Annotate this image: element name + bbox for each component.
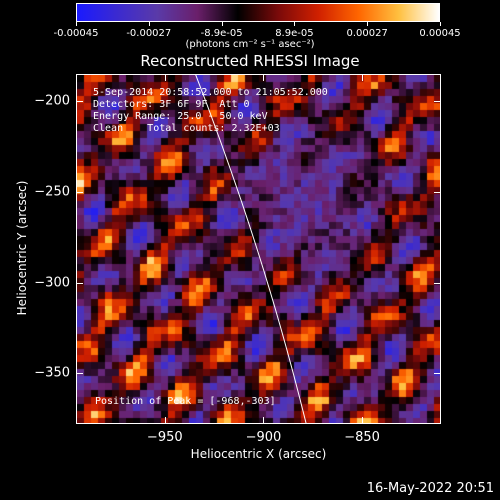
x-axis-tick xyxy=(164,417,166,424)
y-tick-label: −200 xyxy=(34,93,70,109)
limb-curve xyxy=(195,75,307,423)
colorbar-tick-label: 0.00045 xyxy=(419,28,461,39)
colorbar-tick-label: 8.9e-05 xyxy=(275,28,314,39)
y-axis-tick xyxy=(76,101,83,103)
y-axis-tick xyxy=(434,101,441,103)
colorbar-tick xyxy=(367,22,369,26)
plot-title: Reconstructed RHESSI Image xyxy=(140,52,360,70)
info-line-energy: Energy Range: 25.0 - 50.0 keV xyxy=(93,111,268,122)
x-axis-tick xyxy=(362,74,364,81)
colorbar-tick-label: -8.9e-05 xyxy=(200,28,243,39)
colorbar-tick-label: -0.00045 xyxy=(53,28,99,39)
y-tick-label: −300 xyxy=(34,275,70,291)
colorbar-tick xyxy=(294,22,296,26)
x-axis-tick xyxy=(164,74,166,81)
heatmap-image xyxy=(77,75,440,423)
x-axis-tick xyxy=(362,417,364,424)
colorbar-tick xyxy=(221,22,223,26)
colorbar-tick-label: -0.00027 xyxy=(126,28,172,39)
heatmap-plot: 5-Sep-2014 20:58:52.000 to 21:05:52.000 … xyxy=(76,74,441,424)
y-axis-label: Heliocentric Y (arcsec) xyxy=(15,180,29,316)
x-axis-label: Heliocentric X (arcsec) xyxy=(190,447,327,461)
render-timestamp: 16-May-2022 20:51 xyxy=(366,481,494,496)
colorbar-tick xyxy=(148,22,150,26)
info-line-detectors: Detectors: 3F 6F 9F Att 0 xyxy=(93,99,250,110)
x-tick-label: −950 xyxy=(146,430,183,445)
colorbar-gradient-frame xyxy=(76,3,440,22)
colorbar-units: (photons cm⁻² s⁻¹ asec⁻²) xyxy=(185,39,315,50)
x-tick-label: −850 xyxy=(344,430,380,445)
y-axis-tick xyxy=(76,282,83,284)
x-axis-tick xyxy=(263,417,265,424)
peak-position-label: Position of Peak = [-968,-303] xyxy=(95,396,276,407)
colorbar-gradient xyxy=(77,4,439,21)
colorbar-tick-label: 0.00027 xyxy=(346,28,388,39)
y-axis-tick xyxy=(434,191,441,193)
colorbar-tick xyxy=(76,22,77,26)
y-axis-tick xyxy=(76,373,83,375)
info-line-time: 5-Sep-2014 20:58:52.000 to 21:05:52.000 xyxy=(93,87,328,98)
solar-limb-line xyxy=(195,75,307,423)
y-tick-label: −250 xyxy=(34,184,70,200)
y-axis-tick xyxy=(434,282,441,284)
x-tick-label: −900 xyxy=(245,430,282,445)
info-line-counts: Clean Total counts: 2.32E+03 xyxy=(93,123,280,134)
y-axis-tick xyxy=(76,191,83,193)
y-tick-label: −350 xyxy=(34,365,70,381)
x-axis-tick xyxy=(263,74,265,81)
y-axis-tick xyxy=(434,373,441,375)
colorbar-tick xyxy=(440,22,441,26)
